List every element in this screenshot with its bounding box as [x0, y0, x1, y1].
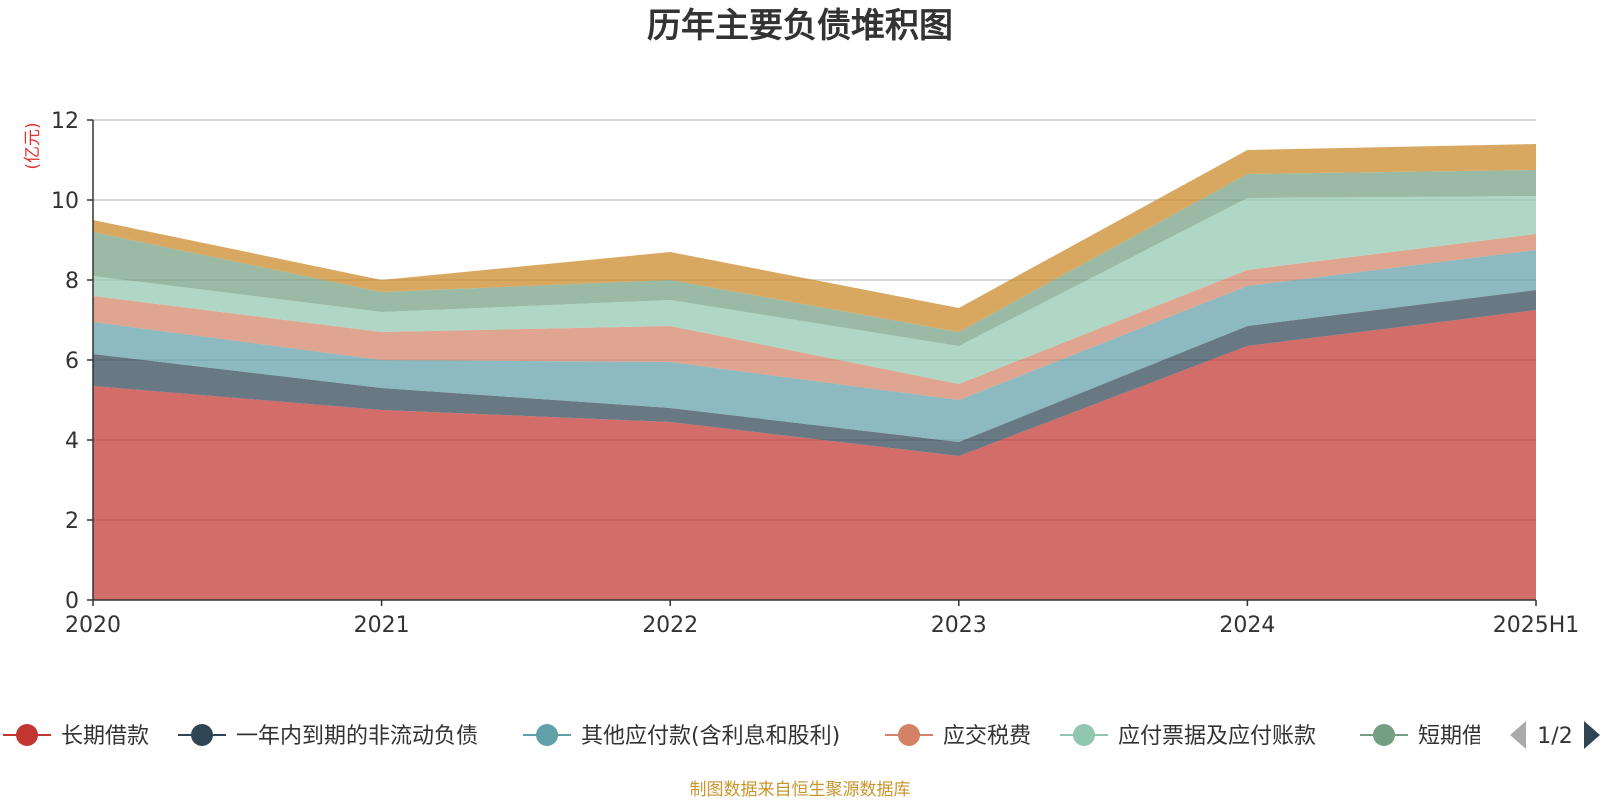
legend-prev-page-icon[interactable] — [1510, 721, 1526, 749]
x-tick-label: 2023 — [931, 613, 987, 638]
y-tick-label: 6 — [65, 349, 79, 374]
y-tick-label: 0 — [65, 589, 79, 614]
legend-label: 其他应付款(含利息和股利) — [581, 724, 840, 749]
x-tick-label: 2022 — [642, 613, 698, 638]
legend-item[interactable]: 短期借款 — [1360, 724, 1506, 749]
x-tick-label: 2024 — [1219, 613, 1275, 638]
y-tick-label: 10 — [51, 189, 79, 214]
series-area-3 — [93, 234, 1536, 400]
legend: 长期借款 一年内到期的非流动负债 其他应付款(含利息和股利) 应交税费 应付票据及应付账… — [3, 724, 1506, 749]
legend-label: 长期借款 — [61, 724, 149, 749]
legend-page-indicator: 1/2 — [1537, 724, 1572, 749]
legend-marker-icon — [1073, 724, 1095, 746]
y-tick-label: 8 — [65, 269, 79, 294]
legend-label: 一年内到期的非流动负债 — [236, 724, 478, 749]
legend-label: 应交税费 — [943, 724, 1031, 749]
legend-item[interactable]: 长期借款 — [3, 724, 149, 749]
legend-item[interactable]: 应交税费 — [885, 724, 1031, 749]
y-axis-ticks: 0 2 4 6 8 10 12 — [51, 109, 93, 614]
series-area-2 — [93, 250, 1536, 442]
legend-marker-icon — [16, 724, 38, 746]
series-area-6 — [93, 144, 1536, 332]
series-area-0 — [93, 310, 1536, 600]
legend-marker-icon — [536, 724, 558, 746]
series-areas — [93, 144, 1536, 600]
legend-label: 应付票据及应付账款 — [1118, 724, 1316, 749]
legend-marker-icon — [898, 724, 920, 746]
legend-label: 短期借款 — [1418, 724, 1506, 749]
y-axis-unit-label: (亿元) — [23, 122, 43, 169]
y-tick-label: 4 — [65, 429, 79, 454]
x-axis-ticks: 2020 2021 2022 2023 2024 2025H1 — [65, 600, 1579, 638]
legend-marker-icon — [191, 724, 213, 746]
series-area-4 — [93, 196, 1536, 384]
legend-item[interactable]: 应付票据及应付账款 — [1060, 724, 1316, 749]
chart-title: 历年主要负债堆积图 — [647, 6, 953, 46]
x-tick-label: 2025H1 — [1493, 613, 1580, 638]
legend-next-page-icon[interactable] — [1584, 721, 1600, 749]
legend-marker-icon — [1373, 724, 1395, 746]
legend-item[interactable]: 一年内到期的非流动负债 — [178, 724, 478, 749]
x-tick-label: 2020 — [65, 613, 121, 638]
x-tick-label: 2021 — [354, 613, 410, 638]
legend-items: 长期借款 一年内到期的非流动负债 其他应付款(含利息和股利) 应交税费 应付票据及应付账… — [3, 724, 1506, 749]
series-area-5 — [93, 170, 1536, 346]
y-tick-label: 2 — [65, 509, 79, 534]
legend-item[interactable]: 其他应付款(含利息和股利) — [523, 724, 840, 749]
y-tick-label: 12 — [51, 109, 79, 134]
data-source-note: 制图数据来自恒生聚源数据库 — [690, 780, 911, 800]
legend-pager: 1/2 — [1510, 721, 1600, 749]
